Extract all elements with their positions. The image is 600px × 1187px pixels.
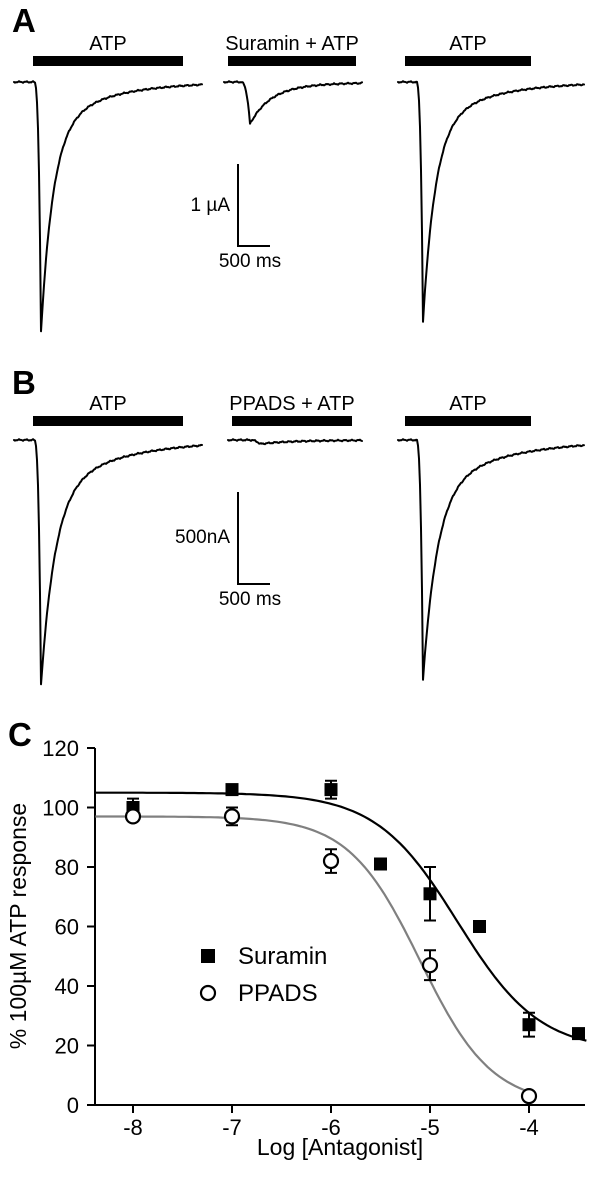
data-point-square-suramin xyxy=(473,920,486,933)
fit-curve-ppads xyxy=(95,815,532,1094)
axis-lines xyxy=(94,748,585,1106)
fit-curve-suramin xyxy=(95,791,587,1042)
legend-label-suramin: Suramin xyxy=(238,943,327,970)
x-tick-label: -8 xyxy=(123,1115,143,1140)
data-point-circle-ppads xyxy=(322,852,340,870)
data-point-square-suramin xyxy=(522,1018,536,1032)
panel-a-label: A xyxy=(12,2,36,39)
axes: -8 -7 -6 -5 -4 0 20 40 60 80 100 120 xyxy=(42,736,585,1140)
y-tick-label: 40 xyxy=(55,974,79,999)
current-trace-atp-2 xyxy=(397,438,585,681)
bar-label-suramin-atp: Suramin + ATP xyxy=(225,33,359,55)
data-point-square-suramin xyxy=(324,783,338,797)
legend-label-ppads: PPADS xyxy=(238,980,318,1007)
y-tick-label: 80 xyxy=(55,855,79,880)
data-points xyxy=(124,783,585,1105)
x-axis-label: Log [Antagonist] xyxy=(257,1134,423,1160)
data-point-circle-ppads xyxy=(223,808,241,825)
bar-label-atp-1: ATP xyxy=(89,393,126,415)
data-point-square-suramin xyxy=(423,887,437,901)
x-tick-label: -4 xyxy=(519,1115,539,1140)
current-trace-ppads-atp xyxy=(227,438,363,446)
error-bars xyxy=(127,779,535,1038)
drug-application-bar xyxy=(228,56,356,66)
y-axis-label: % 100µM ATP response xyxy=(5,803,31,1049)
y-tick-label: 120 xyxy=(42,736,79,761)
y-tick-label: 20 xyxy=(55,1034,79,1059)
bar-label-atp-2: ATP xyxy=(449,393,486,415)
drug-application-bar xyxy=(405,416,531,426)
scale-bar xyxy=(237,492,270,585)
panel-c-concentration-response-chart: C -8 -7 -6 -5 -4 0 20 40 60 80 100 120 Log [Antagon… xyxy=(5,716,587,1160)
data-point-square-suramin xyxy=(225,783,239,797)
panel-b: B ATP PPADS + ATP ATP 500nA 500 ms xyxy=(12,364,585,686)
current-trace-suramin-atp xyxy=(223,80,363,125)
x-tick-label: -6 xyxy=(321,1115,341,1140)
data-point-circle-ppads xyxy=(421,957,439,974)
y-tick-label: 0 xyxy=(67,1093,79,1118)
scale-amplitude-label: 1 µA xyxy=(191,195,231,216)
panel-a: A ATP Suramin + ATP ATP 1 µA 500 ms xyxy=(12,2,585,333)
bar-label-atp-1: ATP xyxy=(89,33,126,55)
drug-application-bar xyxy=(405,56,531,66)
scale-amplitude-label: 500nA xyxy=(175,527,230,548)
bar-label-ppads-atp: PPADS + ATP xyxy=(229,393,354,415)
data-point-circle-ppads xyxy=(124,808,142,825)
current-trace-atp-1 xyxy=(13,80,203,333)
legend: Suramin PPADS xyxy=(199,943,327,1007)
legend-marker-ppads-icon xyxy=(199,984,217,1002)
panel-b-label: B xyxy=(12,364,36,401)
scale-bar xyxy=(237,164,270,247)
data-point-square-suramin xyxy=(374,857,387,871)
x-tick-label: -5 xyxy=(420,1115,440,1140)
scale-time-label: 500 ms xyxy=(219,251,281,272)
x-tick-label: -7 xyxy=(222,1115,242,1140)
scale-time-label: 500 ms xyxy=(219,589,281,610)
data-point-circle-ppads xyxy=(520,1088,538,1105)
bar-label-atp-2: ATP xyxy=(449,33,486,55)
y-tick-label: 100 xyxy=(42,796,79,821)
current-trace-atp-1 xyxy=(13,438,203,686)
data-point-square-suramin xyxy=(572,1027,585,1041)
current-trace-atp-2 xyxy=(397,80,585,323)
y-tick-label: 60 xyxy=(55,915,79,940)
drug-application-bar xyxy=(33,56,183,66)
drug-application-bar xyxy=(33,416,183,426)
fit-curves xyxy=(95,791,587,1094)
legend-marker-suramin-icon xyxy=(201,949,215,963)
drug-application-bar xyxy=(232,416,352,426)
panel-c-label: C xyxy=(8,716,32,753)
